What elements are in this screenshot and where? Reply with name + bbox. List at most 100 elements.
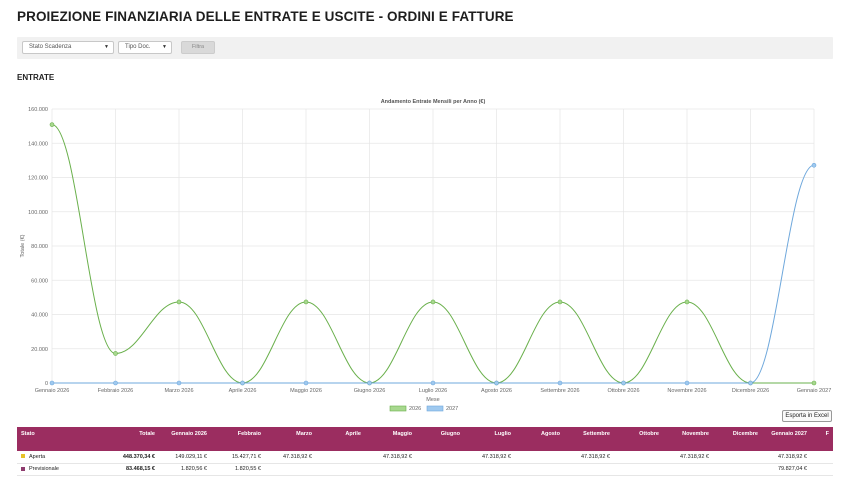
table-cell: 1.820,55 € (235, 466, 261, 472)
table-header-cell[interactable]: Luglio (494, 431, 512, 437)
table-header-row: Stato Totale Gennaio 2026 Febbraio Marzo Apri… (17, 427, 833, 451)
table-cell (564, 463, 614, 475)
table-header-cell[interactable]: Gennaio 2027 (771, 431, 807, 437)
table-cell (713, 451, 762, 463)
table-cell: 79.827,04 € (777, 466, 807, 472)
table-header-cell[interactable]: Febbraio (237, 431, 261, 437)
y-tick-label: 40.000 (31, 313, 48, 319)
data-point-2026 (176, 299, 182, 305)
table-cell (811, 463, 833, 475)
table-row: Aperta 448.370,34 € 149.029,11 € 15.427,71 … (17, 451, 833, 463)
series-line-2026 (51, 124, 814, 384)
table-cell (316, 463, 365, 475)
table-cell: 15.427,71 € (231, 453, 261, 460)
table-cell: 47.318,92 € (481, 453, 511, 460)
table-header-cell[interactable]: Totale (139, 431, 155, 437)
table-cell: 1.820,56 € (181, 466, 207, 472)
legend-swatch-2026 (389, 405, 407, 412)
y-tick-label: 80.000 (31, 244, 48, 250)
stato-scadenza-select[interactable]: Stato Scadenza ▼ (22, 41, 114, 54)
table-cell (464, 463, 515, 475)
x-tick-label: Dicembre 2026 (732, 388, 769, 394)
data-point-2027 (621, 380, 626, 386)
data-point-2027 (494, 380, 499, 386)
data-point-2027 (430, 380, 436, 386)
page-title: PROIEZIONE FINANZIARIA DELLE ENTRATE E U… (17, 9, 514, 24)
table-cell (614, 451, 663, 463)
data-point-2027 (811, 162, 817, 168)
table-cell: 47.318,92 € (679, 453, 709, 460)
table-header-cell[interactable]: Aprile (345, 431, 361, 437)
y-tick-label: 20.000 (31, 347, 48, 353)
stato-scadenza-label: Stato Scadenza (29, 44, 72, 50)
x-tick-label: Novembre 2026 (667, 388, 706, 394)
table-header-cell[interactable]: Dicembre (732, 431, 758, 437)
chevron-down-icon: ▼ (104, 44, 109, 50)
table-header-cell[interactable]: Marzo (296, 431, 312, 437)
data-point-2027 (240, 380, 245, 386)
table-header-cell[interactable]: Settembre (583, 431, 610, 437)
status-dot-icon (21, 454, 25, 459)
tipo-doc-select[interactable]: Tipo Doc. ▼ (118, 41, 172, 54)
stato-cell: Aperta (17, 451, 79, 463)
x-tick-label: Aprile 2026 (229, 388, 257, 394)
table-row: Previsionale 83.468,15 € 1.820,56 € 1.820,5… (17, 463, 833, 475)
data-point-2027 (176, 380, 182, 386)
data-point-2026 (557, 299, 563, 305)
table-header-cell[interactable]: Maggio (392, 431, 412, 437)
data-point-2026 (430, 299, 436, 305)
table-cell (811, 451, 833, 463)
x-tick-label: Gennaio 2026 (35, 388, 70, 394)
data-point-2027 (748, 380, 753, 386)
table-cell (515, 463, 564, 475)
data-point-2026 (684, 299, 690, 305)
x-tick-label: Settembre 2026 (540, 388, 579, 394)
y-tick-label: 140.000 (28, 141, 48, 147)
x-axis-label: Mese (426, 397, 439, 403)
table-cell (265, 463, 316, 475)
x-tick-label: Luglio 2026 (419, 388, 447, 394)
table-header-cell[interactable]: F (825, 431, 829, 437)
status-dot-icon (21, 466, 25, 471)
summary-table: Stato Totale Gennaio 2026 Febbraio Marzo Apri… (17, 427, 833, 476)
table-header-cell[interactable]: Gennaio 2026 (171, 431, 207, 437)
table-header-cell[interactable]: Agosto (541, 431, 560, 437)
y-tick-label: 100.000 (28, 210, 48, 216)
table-header-cell[interactable]: Ottobre (639, 431, 659, 437)
filter-button[interactable]: Filtra (181, 41, 215, 54)
legend-label-2027: 2027 (446, 406, 458, 412)
table-cell: 47.318,92 € (580, 453, 610, 460)
table-cell (614, 463, 663, 475)
export-excel-button[interactable]: Esporta in Excel (782, 410, 832, 422)
data-point-2026 (303, 299, 309, 305)
series-line-2027 (51, 164, 815, 384)
table-cell (365, 463, 416, 475)
table-cell: 47.318,92 € (382, 453, 412, 460)
table-cell: 47.318,92 € (777, 453, 807, 460)
y-axis-label: Totale (€) (20, 234, 26, 257)
legend-swatch-2027 (426, 405, 444, 412)
x-tick-label: Ottobre 2026 (607, 388, 639, 394)
x-tick-label: Gennaio 2027 (797, 388, 832, 394)
table-header-cell[interactable]: Stato (21, 431, 35, 437)
table-cell (515, 451, 564, 463)
x-tick-label: Agosto 2026 (481, 388, 512, 394)
table-cell (316, 451, 365, 463)
y-tick-label: 120.000 (28, 176, 48, 182)
stato-cell: Previsionale (17, 463, 79, 475)
y-tick-label: 160.000 (28, 107, 48, 113)
y-tick-label: 60.000 (31, 278, 48, 284)
table-header-cell[interactable]: Giugno (440, 431, 460, 437)
x-tick-label: Marzo 2026 (164, 388, 193, 394)
table-header-cell[interactable]: Novembre (682, 431, 709, 437)
tipo-doc-label: Tipo Doc. (125, 44, 151, 50)
filter-bar: Stato Scadenza ▼ Tipo Doc. ▼ Filtra (17, 37, 833, 59)
data-point-2027 (557, 380, 563, 386)
table-cell: 47.318,92 € (282, 453, 312, 460)
legend-label-2026: 2026 (409, 406, 421, 412)
table-cell (416, 463, 464, 475)
table-cell (416, 451, 464, 463)
data-point-2026 (113, 351, 118, 356)
data-point-2027 (303, 380, 309, 386)
entrate-line-chart: Andamento Entrate Mensili per Anno (€) 0 2… (20, 99, 832, 412)
